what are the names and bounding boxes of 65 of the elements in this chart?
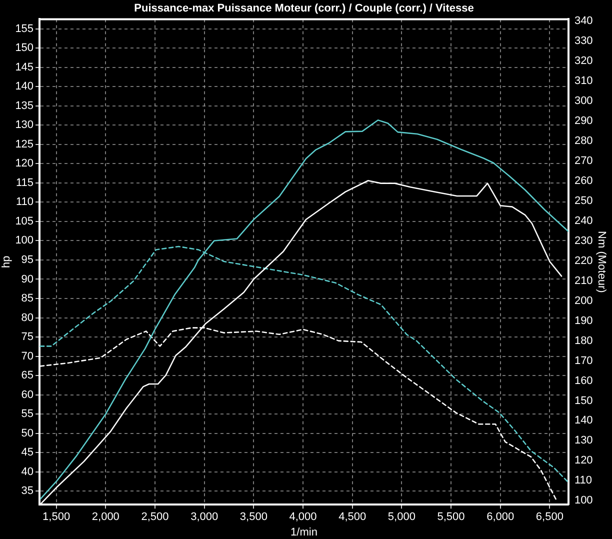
y-tick-label: 65 <box>21 370 34 382</box>
y2-tick-label: 200 <box>574 294 593 307</box>
y2-tick-label: 170 <box>574 354 593 367</box>
x-tick-label: 2,500 <box>141 511 169 524</box>
y-tick-label: 45 <box>21 446 34 459</box>
y2-tick-label: 100 <box>574 494 593 507</box>
y-tick-label: 115 <box>16 176 34 189</box>
y2-tick-label: 250 <box>574 195 593 208</box>
x-tick-label: 4,500 <box>338 511 366 524</box>
y2-tick-label: 260 <box>574 175 593 188</box>
y-tick-label: 105 <box>15 215 34 228</box>
y-tick-label: 80 <box>21 312 34 324</box>
y-tick-label: 55 <box>21 408 34 420</box>
y-tick-label: 145 <box>15 61 34 74</box>
x-axis-title: 1/min <box>290 526 318 538</box>
y2-tick-label: 280 <box>574 135 593 148</box>
y2-tick-label: 290 <box>574 115 593 128</box>
y-tick-label: 135 <box>15 100 34 112</box>
y2-tick-label: 340 <box>574 15 593 28</box>
y2-tick-label: 160 <box>574 374 593 387</box>
y-tick-label: 95 <box>21 254 34 266</box>
x-tick-label: 5,500 <box>437 511 465 524</box>
y2-tick-label: 240 <box>574 214 593 227</box>
x-tick-label: 5,000 <box>388 511 416 524</box>
y2-tick-label: 110 <box>574 474 592 487</box>
y2-tick-label: 210 <box>574 274 593 287</box>
y-tick-label: 120 <box>15 158 34 170</box>
y2-tick-label: 130 <box>574 434 593 447</box>
x-tick-label: 4,000 <box>289 511 317 524</box>
y-tick-label: 100 <box>15 234 34 247</box>
y-tick-label: 50 <box>21 427 34 440</box>
y2-tick-label: 140 <box>574 414 593 427</box>
y2-tick-label: 320 <box>574 55 593 68</box>
y-axis-title: hp <box>0 256 13 268</box>
y-tick-label: 125 <box>15 138 34 150</box>
y2-tick-label: 310 <box>574 75 593 88</box>
y2-tick-label: 180 <box>574 334 593 347</box>
y2-tick-label: 230 <box>574 234 593 247</box>
y-tick-label: 40 <box>21 466 34 478</box>
y2-tick-label: 120 <box>574 454 593 467</box>
x-tick-label: 3,000 <box>190 511 218 524</box>
y-tick-label: 140 <box>15 80 34 93</box>
x-tick-label: 2,000 <box>92 511 120 524</box>
y2-tick-label: 330 <box>574 35 593 48</box>
y-tick-label: 85 <box>21 292 34 305</box>
x-tick-label: 3,500 <box>240 511 268 524</box>
y-tick-label: 35 <box>21 485 34 498</box>
y-tick-label: 90 <box>21 273 34 286</box>
y-tick-label: 130 <box>15 119 34 132</box>
y-tick-label: 155 <box>15 22 34 35</box>
x-tick-label: 1,500 <box>42 511 70 524</box>
y2-axis-title: Nm (Moteur) <box>595 231 608 293</box>
y2-tick-label: 190 <box>574 314 593 327</box>
y-tick-label: 75 <box>21 331 34 344</box>
x-tick-label: 6,000 <box>486 511 514 524</box>
y2-tick-label: 220 <box>574 254 593 267</box>
y2-tick-label: 150 <box>574 394 593 407</box>
y2-tick-label: 300 <box>574 95 593 108</box>
y2-tick-label: 270 <box>574 155 593 168</box>
chart-title: Puissance-max Puissance Moteur (corr.) / Couple (corr.) / Vitesse <box>134 2 474 15</box>
y-tick-label: 70 <box>21 350 34 362</box>
y-tick-label: 60 <box>21 388 34 401</box>
y-tick-label: 110 <box>16 196 34 208</box>
x-tick-label: 6,500 <box>536 511 564 524</box>
y-tick-label: 150 <box>15 42 34 54</box>
